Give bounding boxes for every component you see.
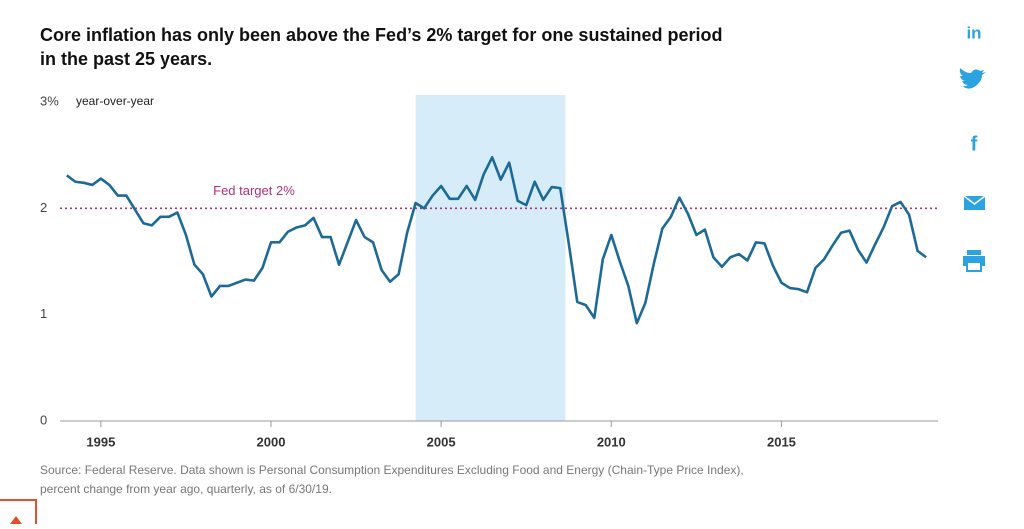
y-tick-label: 1	[40, 306, 47, 321]
share-bar: in f	[959, 23, 986, 272]
linkedin-button[interactable]: in	[966, 23, 981, 42]
y-tick-label: 0	[40, 412, 47, 427]
facebook-button[interactable]: f	[971, 133, 978, 155]
source-note: percent change from year ago, quarterly,…	[40, 482, 332, 496]
data-line	[66, 155, 927, 325]
chart-title: Core inflation has only been above the F…	[40, 25, 722, 45]
y-tick-label: 2	[40, 200, 47, 215]
shaded-region	[415, 95, 566, 421]
x-tick-label: 2015	[767, 434, 796, 449]
print-button[interactable]	[963, 250, 985, 272]
email-button[interactable]	[963, 195, 986, 210]
twitter-button[interactable]	[959, 68, 986, 89]
source-note: Source: Federal Reserve. Data shown is P…	[40, 463, 744, 477]
y-tick-label: 3%	[40, 93, 59, 108]
x-tick-label: 2005	[427, 434, 456, 449]
y-axis-label: year-over-year	[76, 94, 154, 108]
chart-title: in the past 25 years.	[40, 49, 212, 69]
x-tick-label: 2010	[597, 434, 626, 449]
corner-badge	[0, 499, 37, 529]
reference-label: Fed target 2%	[213, 183, 295, 198]
x-tick-label: 1995	[86, 434, 115, 449]
x-tick-label: 2000	[257, 434, 286, 449]
